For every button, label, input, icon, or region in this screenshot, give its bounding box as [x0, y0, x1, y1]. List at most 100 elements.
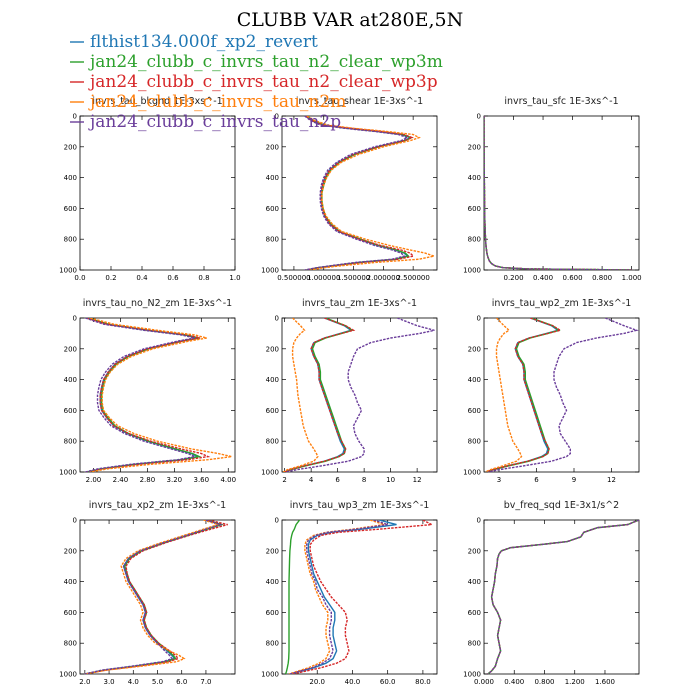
y-tick-label: 0 — [73, 315, 77, 323]
plot-frame — [483, 317, 640, 473]
x-tick-label: 0.500000 — [277, 274, 310, 282]
y-tick-label: 400 — [64, 376, 77, 384]
y-tick-label: 800 — [468, 640, 481, 648]
x-tick-label: 9 — [572, 476, 576, 484]
y-tick-label: 0 — [73, 517, 77, 525]
series-line-2 — [487, 520, 639, 674]
series-line-5 — [285, 318, 435, 472]
x-tick-label: 6 — [335, 476, 340, 484]
x-tick-label: 0.800 — [592, 274, 612, 282]
x-tick-label: 0.400 — [533, 274, 553, 282]
panel-title: invrs_tau_no_N2_zm 1E-3xs^-1 — [83, 298, 232, 309]
panel-title: invrs_tau_xp2_zm 1E-3xs^-1 — [89, 500, 226, 511]
panel-invrs-tau-zm: invrs_tau_zm 1E-3xs^-1 0 200 400 600 800 10002… — [261, 298, 438, 484]
panel-invrs-tau-xp2-zm: invrs_tau_xp2_zm 1E-3xs^-1 0 200 400 600 800 1… — [59, 500, 236, 686]
legend-entry-4: jan24_clubb_c_invrs_tau_n2m — [70, 92, 346, 112]
panel-title: bv_freq_sqd 1E-3x1/s^2 — [504, 500, 619, 511]
y-tick-label: 0 — [275, 113, 279, 121]
y-tick-label: 200 — [266, 345, 279, 353]
panel-invrs-tau-wp2-zm: invrs_tau_wp2_zm 1E-3xs^-1 0 200 400 600 800 1… — [463, 298, 640, 484]
series-line-5 — [84, 520, 223, 674]
y-tick-label: 1000 — [261, 671, 279, 679]
x-tick-label: 12 — [413, 476, 422, 484]
plot-frame — [483, 115, 640, 271]
series-line-3 — [84, 520, 228, 674]
y-tick-label: 1000 — [59, 671, 77, 679]
x-tick-label: 0.4 — [136, 274, 148, 282]
plot-frame — [79, 115, 236, 271]
y-tick-label: 400 — [266, 376, 279, 384]
x-tick-label: 0.000 — [474, 678, 494, 686]
x-tick-label: 0.400 — [504, 678, 524, 686]
x-tick-label: 2.00 — [86, 476, 102, 484]
series-line-3 — [484, 116, 632, 270]
y-tick-label: 600 — [64, 205, 77, 213]
panel-title: invrs_tau_zm 1E-3xs^-1 — [302, 298, 417, 309]
x-tick-label: 0.600 — [563, 274, 583, 282]
series-line-3 — [86, 318, 211, 472]
y-tick-label: 600 — [468, 205, 481, 213]
y-tick-label: 0 — [477, 315, 481, 323]
x-tick-label: 3.0 — [103, 678, 114, 686]
x-tick-label: 8 — [362, 476, 366, 484]
series-line-3 — [487, 520, 639, 674]
series-line-2 — [84, 520, 225, 674]
plot-frame — [281, 317, 438, 473]
y-tick-label: 200 — [64, 547, 77, 555]
y-tick-label: 200 — [468, 143, 481, 151]
y-tick-label: 400 — [266, 174, 279, 182]
figure-title: CLUBB VAR at280E,5N — [237, 9, 463, 31]
y-tick-label: 0 — [275, 315, 279, 323]
plot-frame — [281, 115, 438, 271]
y-tick-label: 1000 — [463, 267, 481, 275]
x-tick-label: 2.0 — [79, 678, 90, 686]
y-tick-label: 600 — [266, 609, 279, 617]
x-tick-label: 2 — [282, 476, 286, 484]
x-tick-label: 0.200 — [504, 274, 524, 282]
x-tick-label: 1.200 — [565, 678, 585, 686]
series-line-5 — [487, 520, 639, 674]
legend-label: jan24_clubb_c_invrs_tau_n2_clear_wp3m — [88, 52, 443, 72]
legend-entry-2: jan24_clubb_c_invrs_tau_n2_clear_wp3m — [70, 52, 443, 72]
series-line-4 — [306, 116, 437, 270]
x-tick-label: 4 — [309, 476, 314, 484]
series-line-1 — [484, 116, 632, 270]
y-tick-label: 400 — [468, 376, 481, 384]
series-line-5 — [85, 318, 197, 472]
panel-invrs-tau-no-N2-zm: invrs_tau_no_N2_zm 1E-3xs^-1 0 200 400 600 80… — [59, 298, 236, 484]
series-line-4 — [288, 520, 385, 674]
series-line-1 — [487, 520, 639, 674]
y-tick-label: 800 — [266, 438, 279, 446]
y-tick-label: 400 — [266, 578, 279, 586]
series-line-5 — [484, 116, 632, 270]
x-tick-label: 1.600 — [595, 678, 615, 686]
y-tick-label: 600 — [468, 609, 481, 617]
series-line-4 — [487, 520, 639, 674]
x-tick-label: 2.40 — [113, 476, 129, 484]
plot-frame — [79, 519, 236, 675]
series-line-4 — [89, 318, 232, 472]
panel-title: invrs_tau_wp2_zm 1E-3xs^-1 — [492, 298, 632, 309]
series-line-3 — [486, 318, 563, 472]
x-tick-label: 3.60 — [194, 476, 210, 484]
panel-title: invrs_tau_wp3_zm 1E-3xs^-1 — [290, 500, 430, 511]
panel-invrs-tau-bkgnd: invrs_tau_bkgnd 1E-3xs^-1 0 200 400 600 800 10… — [59, 96, 240, 282]
x-tick-label: 80.0 — [415, 678, 431, 686]
panel-title: invrs_tau_shear 1E-3xs^-1 — [296, 96, 423, 107]
plot-frame — [79, 317, 236, 473]
y-tick-label: 800 — [468, 438, 481, 446]
y-tick-label: 200 — [266, 547, 279, 555]
legend-label: jan24_clubb_c_invrs_tau_n2m — [88, 92, 346, 112]
x-tick-label: 0.0 — [74, 274, 85, 282]
y-tick-label: 800 — [64, 640, 77, 648]
x-tick-label: 5.0 — [152, 678, 163, 686]
y-tick-label: 1000 — [59, 267, 77, 275]
series-line-5 — [289, 520, 388, 674]
y-tick-label: 1000 — [261, 469, 279, 477]
y-tick-label: 600 — [468, 407, 481, 415]
legend-entry-3: jan24_clubb_c_invrs_tau_n2_clear_wp3p — [70, 72, 438, 92]
legend-label: jan24_clubb_c_invrs_tau_n2_clear_wp3p — [88, 72, 438, 92]
panel-bv-freq-sqd: bv_freq_sqd 1E-3x1/s^2020040060080010000… — [463, 500, 640, 686]
y-tick-label: 600 — [266, 205, 279, 213]
